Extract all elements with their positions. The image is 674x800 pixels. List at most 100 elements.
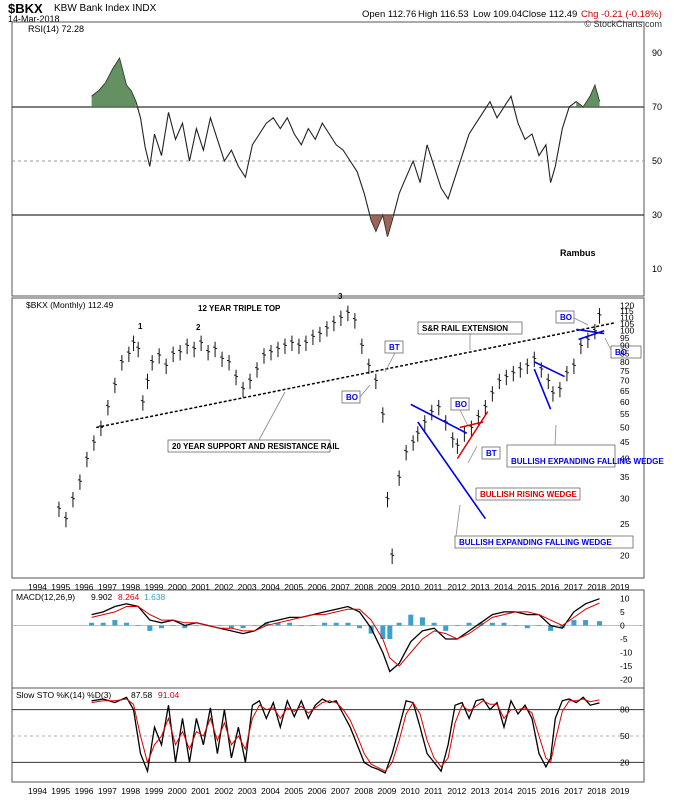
macd-histogram-bar [112, 620, 118, 626]
macd-histogram-bar [501, 622, 507, 626]
price-year-label: 2003 [238, 582, 257, 592]
bottom-year-label: 2015 [517, 786, 536, 796]
bottom-year-label: 1997 [98, 786, 117, 796]
macd-histogram-bar [124, 622, 130, 626]
annotation-text: 3 [338, 292, 343, 301]
macd-tick-label: -15 [620, 661, 633, 671]
bottom-year-label: 2007 [331, 786, 350, 796]
wedge-lower-line [417, 421, 487, 520]
flag-lower [578, 329, 605, 341]
sto-label: Slow STO %K(14) %D(3) [16, 690, 111, 700]
macd-histogram-bar [193, 625, 199, 627]
macd-histogram-bar [252, 625, 258, 627]
bottom-year-label: 1994 [28, 786, 47, 796]
bottom-year-label: 2014 [494, 786, 513, 796]
macd-histogram-bar [170, 625, 176, 627]
rsi-panel [11, 21, 645, 297]
rsi-tick-label: 50 [652, 156, 662, 166]
low-value: Low 109.04 [473, 9, 523, 20]
support-rail-label-box [167, 439, 331, 453]
bt100-label: BO [615, 348, 627, 357]
price-tick-label: 85 [620, 348, 630, 358]
sto-tick-label: 80 [620, 705, 630, 715]
macd-histogram-bar [357, 625, 363, 629]
panel-frames [11, 21, 645, 783]
macd-histogram-bar [228, 625, 234, 629]
macd-histogram-bar [275, 622, 281, 626]
price-tick-label: 115 [620, 306, 634, 316]
price-year-label: 1995 [51, 582, 70, 592]
big-falling-wedge-label-box [454, 535, 634, 549]
rsi-oversold-fill [371, 215, 393, 237]
rsi-label: RSI(14) 72.28 [28, 24, 84, 34]
price-tick-label: 40 [620, 454, 630, 464]
watermark: © StockCharts.com [584, 19, 662, 29]
bottom-year-label: 2006 [308, 786, 327, 796]
rising-wedge-upper [459, 421, 484, 429]
bo1-leader [359, 384, 371, 398]
sto-k-value: 87.58 [131, 690, 153, 700]
small-wedge-leader [554, 424, 557, 446]
macd-histogram-bar [380, 625, 386, 639]
small-wedge-upper [533, 361, 565, 378]
series [56, 57, 603, 774]
price-year-label: 2016 [541, 582, 560, 592]
price-tick-label: 55 [620, 409, 630, 419]
macd-tick-label: 5 [620, 607, 625, 617]
rising-wedge-label: BULLISH RISING WEDGE [480, 490, 578, 499]
rsi-tick-label: 10 [652, 264, 662, 274]
macd-tick-label: -10 [620, 648, 633, 658]
bottom-year-label: 2002 [214, 786, 233, 796]
support-resistance-rail [96, 321, 616, 429]
annotation-text: 1 [138, 322, 143, 331]
price-year-label: 2009 [378, 582, 397, 592]
price-tick-label: 110 [620, 312, 634, 322]
macd-signal-value: 8.264 [118, 592, 140, 602]
annotation-text: 12 YEAR TRIPLE TOP [198, 304, 281, 313]
price-tick-label: 120 [620, 300, 634, 310]
price-tick-label: 80 [620, 357, 630, 367]
macd-histogram-bar [571, 620, 577, 626]
bo-label-2: BO [455, 400, 467, 409]
bottom-year-label: 2003 [238, 786, 257, 796]
macd-histogram-bar [489, 622, 495, 626]
sto-d-value: 91.04 [158, 690, 180, 700]
bt-label-1-box [384, 340, 404, 354]
price-tick-label: 70 [620, 376, 630, 386]
small-falling-wedge-label: BULLISH EXPANDING FALLING WEDGE [511, 457, 664, 466]
big-falling-wedge-label: BULLISH EXPANDING FALLING WEDGE [459, 538, 612, 547]
macd-histogram-bar [310, 625, 316, 627]
support-rail-leader [258, 391, 286, 441]
price-tick-label: 45 [620, 437, 630, 447]
price-year-label: 2006 [308, 582, 327, 592]
price-year-label: 2018 [587, 582, 606, 592]
macd-histogram-bar [287, 622, 293, 626]
bottom-year-label: 1998 [121, 786, 140, 796]
bottom-year-label: 2001 [191, 786, 210, 796]
price-year-label: 1996 [75, 582, 94, 592]
price-label: $BKX (Monthly) 112.49 [26, 300, 114, 310]
bottom-year-label: 2018 [587, 786, 606, 796]
macd-tick-label: -20 [620, 675, 633, 685]
macd-histogram-bar [548, 625, 554, 631]
bottom-year-label: 2000 [168, 786, 187, 796]
price-year-label: 1994 [28, 582, 47, 592]
price-year-label: 2005 [284, 582, 303, 592]
rsi-line [91, 57, 601, 237]
bottom-year-label: 2013 [471, 786, 490, 796]
price-tick-label: 95 [620, 333, 630, 343]
macd-label: MACD(12,26,9) [16, 592, 75, 602]
bt100-label-box [610, 345, 642, 359]
macd-histogram-bar [597, 621, 603, 626]
sto-k-line [91, 696, 600, 774]
bo2-leader [459, 409, 469, 427]
macd-histogram-bar [387, 625, 393, 639]
price-year-label: 2014 [494, 582, 513, 592]
bo-label-3: BO [560, 313, 572, 322]
price-year-label: 2013 [471, 582, 490, 592]
bt-label-2: BT [486, 449, 497, 458]
rsi-tick-label: 90 [652, 48, 662, 58]
macd-tick-label: 10 [620, 593, 630, 603]
macd-histogram-bar [158, 625, 164, 629]
